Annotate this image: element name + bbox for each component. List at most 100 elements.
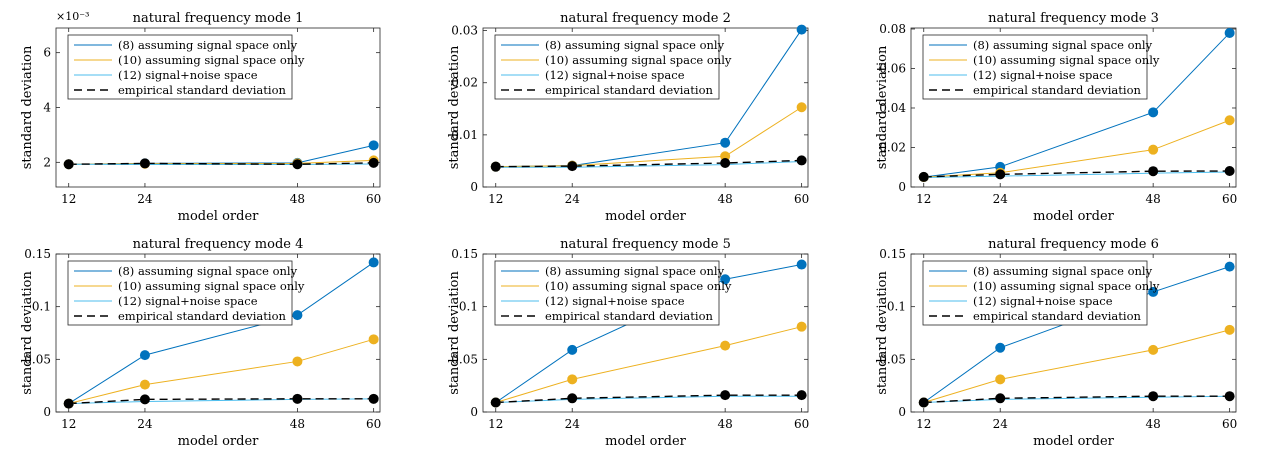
data-point — [369, 257, 379, 267]
y-tick-label: 0.08 — [879, 22, 906, 36]
data-point — [567, 161, 577, 171]
chart-panel-5: natural frequency mode 5 12 24 48 60 0 0.05 0.1… — [447, 237, 809, 449]
data-point — [1225, 166, 1235, 176]
data-point — [1225, 28, 1235, 38]
x-axis-label: model order — [178, 209, 260, 224]
x-tick-label: 60 — [794, 417, 809, 431]
data-point — [1225, 391, 1235, 401]
y-axis-label: standard deviation — [20, 45, 35, 169]
y-tick-label: 0 — [470, 180, 478, 194]
data-point — [369, 334, 379, 344]
data-point — [919, 398, 929, 408]
legend-entry: (12) signal+noise space — [118, 294, 258, 308]
data-point — [567, 345, 577, 355]
legend-entry: (12) signal+noise space — [118, 68, 258, 82]
data-point — [64, 159, 74, 169]
y-tick-label: 2 — [43, 155, 51, 169]
x-axis-label: model order — [1033, 434, 1115, 449]
x-tick-label: 60 — [1222, 417, 1237, 431]
data-point — [995, 374, 1005, 384]
data-point — [1148, 391, 1158, 401]
legend-entry: (10) assuming signal space only — [545, 279, 732, 293]
x-tick-label: 12 — [916, 192, 931, 206]
chart-panel-2: natural frequency mode 2 12 24 48 60 0 0.01 0.0… — [447, 11, 809, 224]
data-point — [140, 380, 150, 390]
legend-entry: empirical standard deviation — [545, 83, 713, 97]
data-point — [140, 158, 150, 168]
chart-title: natural frequency mode 2 — [560, 11, 731, 26]
chart-panel-4: natural frequency mode 4 12 24 48 60 0 0.05 0.1… — [20, 237, 381, 449]
legend-entry: (8) assuming signal space only — [973, 38, 1153, 52]
legend-entry: (8) assuming signal space only — [118, 264, 298, 278]
data-point — [491, 398, 501, 408]
legend-entry: empirical standard deviation — [118, 309, 286, 323]
legend-entry: empirical standard deviation — [118, 83, 286, 97]
data-point — [720, 390, 730, 400]
x-tick-label: 60 — [1222, 192, 1237, 206]
data-point — [567, 374, 577, 384]
data-point — [720, 138, 730, 148]
x-tick-label: 24 — [137, 192, 153, 206]
chart-title: natural frequency mode 5 — [560, 237, 731, 252]
x-tick-label: 24 — [993, 192, 1009, 206]
data-point — [292, 394, 302, 404]
x-tick-label: 48 — [718, 417, 733, 431]
data-point — [995, 393, 1005, 403]
x-axis-label: model order — [1033, 209, 1115, 224]
x-tick-label: 48 — [718, 192, 733, 206]
y-tick-label: 0 — [898, 180, 906, 194]
x-tick-label: 48 — [1146, 192, 1161, 206]
data-point — [797, 25, 807, 35]
legend-entry: (8) assuming signal space only — [973, 264, 1153, 278]
data-point — [292, 310, 302, 320]
legend-entry: (12) signal+noise space — [545, 294, 685, 308]
y-tick-label: 6 — [43, 46, 51, 60]
x-axis-label: model order — [605, 209, 687, 224]
legend-entry: empirical standard deviation — [545, 309, 713, 323]
data-point — [1225, 115, 1235, 125]
y-tick-label: 0 — [470, 405, 478, 419]
x-axis-label: model order — [605, 434, 687, 449]
y-tick-label: 0.15 — [879, 247, 906, 261]
data-point — [1148, 145, 1158, 155]
y-axis-label: standard deviation — [20, 271, 35, 395]
data-point — [369, 140, 379, 150]
chart-panel-3: natural frequency mode 3 12 24 48 60 0 0.02 0.0… — [875, 11, 1237, 224]
data-point — [1148, 166, 1158, 176]
x-tick-label: 48 — [290, 192, 305, 206]
x-tick-label: 12 — [488, 192, 503, 206]
x-tick-label: 60 — [794, 192, 809, 206]
legend-entry: (10) assuming signal space only — [973, 53, 1160, 67]
x-tick-label: 24 — [137, 417, 153, 431]
data-point — [797, 322, 807, 332]
x-tick-label: 24 — [993, 417, 1009, 431]
y-exponent-label: ×10⁻³ — [56, 10, 89, 23]
data-point — [567, 393, 577, 403]
y-tick-label: 0 — [898, 405, 906, 419]
data-point — [369, 394, 379, 404]
data-point — [720, 341, 730, 351]
chart-title: natural frequency mode 1 — [133, 11, 304, 26]
legend-entry: (12) signal+noise space — [973, 68, 1113, 82]
data-point — [1148, 345, 1158, 355]
data-point — [64, 399, 74, 409]
x-tick-label: 12 — [916, 417, 931, 431]
x-axis-label: model order — [178, 434, 260, 449]
legend-entry: empirical standard deviation — [973, 83, 1141, 97]
chart-title: natural frequency mode 6 — [988, 237, 1159, 252]
data-point — [797, 260, 807, 270]
data-point — [919, 172, 929, 182]
chart-panel-1: natural frequency mode 112 24 48 60246×10⁻³… — [20, 10, 381, 224]
x-tick-label: 12 — [488, 417, 503, 431]
data-point — [292, 159, 302, 169]
data-point — [140, 394, 150, 404]
data-point — [720, 158, 730, 168]
data-point — [1225, 325, 1235, 335]
legend-entry: (8) assuming signal space only — [118, 38, 298, 52]
x-tick-label: 60 — [366, 417, 381, 431]
y-tick-label: 4 — [43, 101, 51, 115]
y-tick-label: 0 — [43, 405, 51, 419]
x-tick-label: 48 — [290, 417, 305, 431]
data-point — [491, 162, 501, 172]
